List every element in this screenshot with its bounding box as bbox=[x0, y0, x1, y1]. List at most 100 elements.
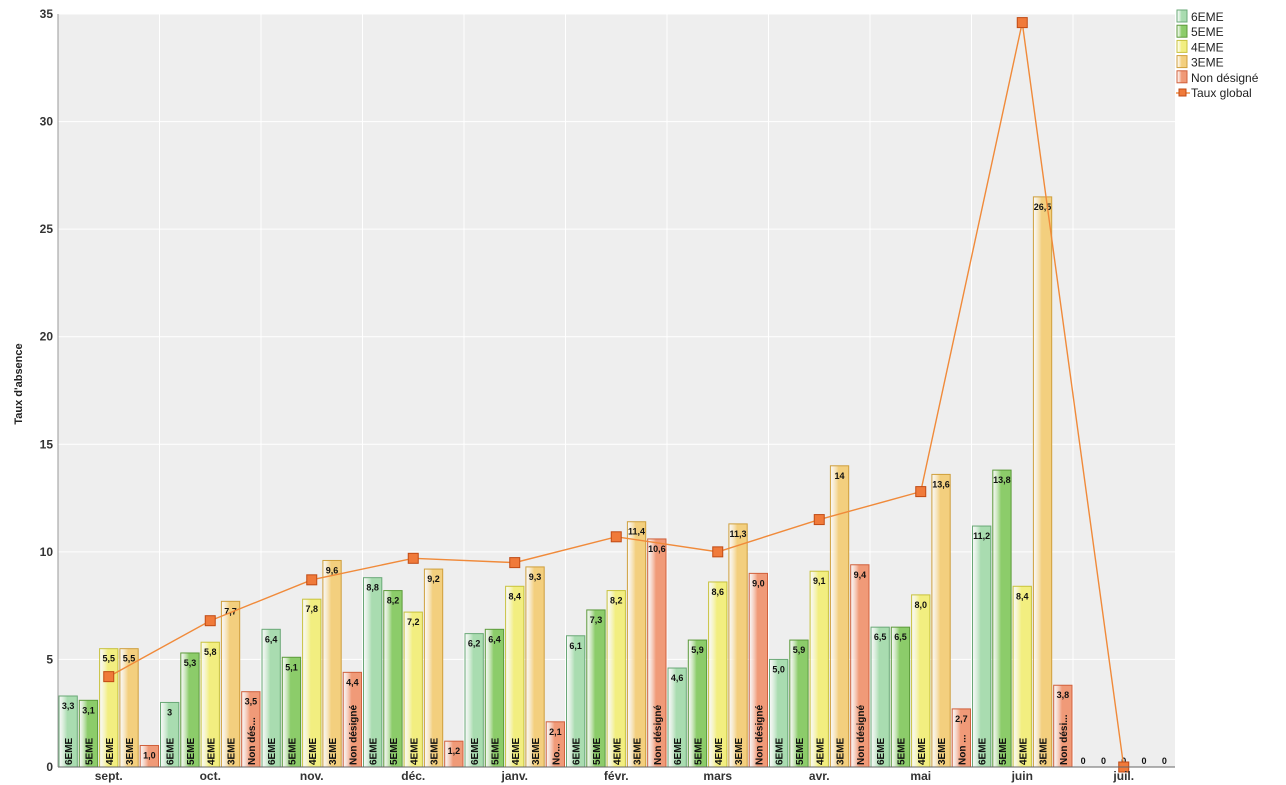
data-label: 5,5 bbox=[102, 654, 115, 664]
legend-label: 4EME bbox=[1191, 40, 1224, 54]
data-label: 5,9 bbox=[691, 645, 704, 655]
y-tick-label: 0 bbox=[46, 760, 53, 774]
data-label: 11,4 bbox=[628, 527, 645, 537]
global-point bbox=[407, 552, 419, 564]
x-tick-label: déc. bbox=[401, 769, 425, 783]
category-label: 3EME bbox=[937, 737, 948, 765]
data-label: 2,7 bbox=[955, 714, 968, 724]
category-label: 6EME bbox=[64, 737, 75, 765]
category-label: Non dési... bbox=[1059, 714, 1070, 765]
category-label: 5EME bbox=[186, 737, 197, 765]
data-label: 9,2 bbox=[427, 574, 440, 584]
y-tick-label: 20 bbox=[40, 330, 54, 344]
data-label: 6,2 bbox=[468, 639, 481, 649]
bar bbox=[626, 521, 647, 768]
global-point bbox=[915, 486, 927, 498]
data-label: 26,5 bbox=[1034, 202, 1052, 212]
data-label: 0 bbox=[1162, 756, 1167, 766]
legend-swatch bbox=[1176, 39, 1188, 53]
global-point bbox=[204, 615, 216, 627]
y-tick-label: 5 bbox=[46, 652, 53, 666]
category-label: 5EME bbox=[84, 737, 95, 765]
category-label: 5EME bbox=[795, 737, 806, 765]
category-label: 4EME bbox=[714, 737, 725, 765]
category-label: 6EME bbox=[876, 737, 887, 765]
data-label: 11,3 bbox=[730, 529, 747, 539]
bar bbox=[423, 568, 444, 768]
category-label: 6EME bbox=[673, 737, 684, 765]
data-label: 0 bbox=[1081, 756, 1086, 766]
category-label: 4EME bbox=[409, 737, 420, 765]
category-label: 4EME bbox=[308, 737, 319, 765]
category-label: 6EME bbox=[572, 737, 583, 765]
category-label: 3EME bbox=[125, 737, 136, 765]
category-label: 3EME bbox=[1039, 737, 1050, 765]
data-label: 5,3 bbox=[184, 658, 197, 668]
category-label: 3EME bbox=[633, 737, 644, 765]
data-label: 11,2 bbox=[973, 531, 990, 541]
bar bbox=[829, 465, 850, 768]
category-label: 4EME bbox=[917, 737, 928, 765]
x-tick-label: sept. bbox=[95, 769, 123, 783]
data-label: 14 bbox=[835, 471, 845, 481]
bar bbox=[972, 525, 992, 768]
category-label: 4EME bbox=[206, 737, 217, 765]
category-label: 4EME bbox=[612, 737, 623, 765]
category-label: 6EME bbox=[166, 737, 177, 765]
category-label: 5EME bbox=[389, 737, 400, 765]
legend-label: 6EME bbox=[1191, 10, 1224, 24]
data-label: 7,8 bbox=[305, 604, 318, 614]
y-axis-label: Taux d'absence bbox=[13, 343, 25, 424]
data-label: 8,2 bbox=[610, 596, 623, 606]
data-label: 3,3 bbox=[62, 701, 75, 711]
data-label: 5,0 bbox=[772, 664, 785, 674]
category-label: 3EME bbox=[734, 737, 745, 765]
y-tick-label: 15 bbox=[40, 437, 54, 451]
category-label: 3EME bbox=[227, 737, 238, 765]
data-label: 4,6 bbox=[671, 673, 684, 683]
y-tick-label: 35 bbox=[40, 7, 54, 21]
data-label: 7,7 bbox=[224, 606, 237, 616]
legend-swatch bbox=[1176, 24, 1188, 38]
data-label: 7,3 bbox=[590, 615, 603, 625]
data-label: 3,5 bbox=[245, 697, 258, 707]
category-label: 4EME bbox=[815, 737, 826, 765]
data-label: 0 bbox=[1121, 756, 1126, 766]
data-label: 8,6 bbox=[711, 587, 724, 597]
bar bbox=[322, 559, 342, 768]
category-label: 4EME bbox=[511, 737, 522, 765]
data-label: 13,8 bbox=[993, 475, 1011, 485]
data-label: 8,8 bbox=[366, 583, 379, 593]
data-label: 9,0 bbox=[752, 578, 765, 588]
category-label: 4EME bbox=[105, 737, 116, 765]
data-label: 0 bbox=[1142, 756, 1147, 766]
legend-swatch bbox=[1176, 70, 1188, 84]
x-tick-label: mars bbox=[703, 769, 732, 783]
category-label: 6EME bbox=[267, 737, 278, 765]
category-label: Non dés... bbox=[247, 717, 258, 765]
bar bbox=[1032, 196, 1053, 768]
data-label: 1,0 bbox=[143, 750, 156, 760]
data-label: 6,4 bbox=[488, 634, 501, 644]
data-label: 3 bbox=[167, 707, 172, 717]
category-label: 5EME bbox=[287, 737, 298, 765]
data-label: 5,9 bbox=[793, 645, 806, 655]
bar bbox=[809, 570, 829, 768]
data-label: 9,1 bbox=[813, 576, 826, 586]
category-label: Non désigné bbox=[856, 705, 867, 765]
category-label: 6EME bbox=[775, 737, 786, 765]
category-label: Non désigné bbox=[754, 705, 765, 765]
category-label: 3EME bbox=[531, 737, 542, 765]
data-label: 7,2 bbox=[407, 617, 420, 627]
data-label: 1,2 bbox=[448, 746, 461, 756]
category-label: 6EME bbox=[470, 737, 481, 765]
category-label: 5EME bbox=[592, 737, 603, 765]
global-point bbox=[813, 514, 825, 526]
data-label: 5,5 bbox=[123, 654, 136, 664]
data-label: 5,8 bbox=[204, 647, 217, 657]
global-point bbox=[610, 531, 622, 543]
global-point bbox=[712, 546, 724, 558]
global-point bbox=[306, 574, 318, 586]
data-label: 2,1 bbox=[549, 727, 562, 737]
